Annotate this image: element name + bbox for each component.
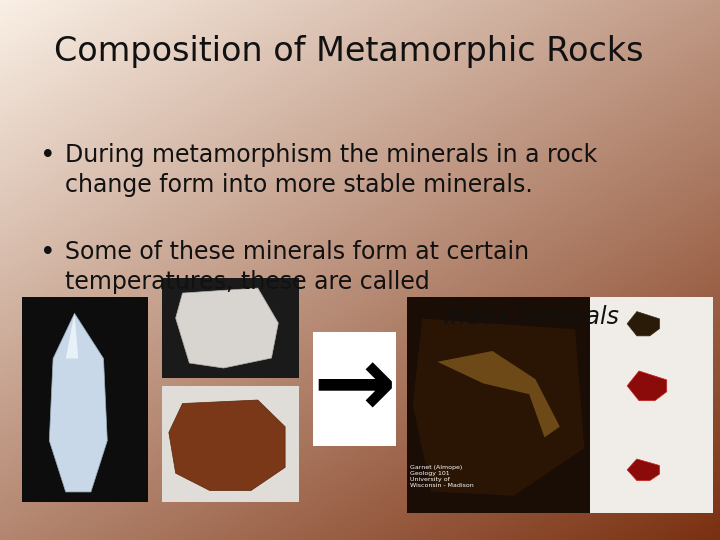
Text: →: → [312, 340, 397, 437]
Text: •: • [40, 143, 55, 169]
Text: Some of these minerals form at certain
temperatures, these are called: Some of these minerals form at certain t… [65, 240, 529, 294]
Polygon shape [50, 313, 107, 492]
Polygon shape [66, 313, 78, 359]
FancyBboxPatch shape [313, 332, 396, 446]
Text: index minerals: index minerals [444, 305, 619, 329]
Text: .: . [570, 305, 577, 329]
Polygon shape [627, 459, 660, 481]
Polygon shape [168, 400, 285, 490]
Polygon shape [438, 351, 560, 437]
FancyBboxPatch shape [22, 297, 148, 502]
Polygon shape [176, 288, 279, 368]
FancyBboxPatch shape [407, 297, 713, 513]
FancyBboxPatch shape [407, 297, 590, 513]
Polygon shape [627, 371, 667, 401]
Text: During metamorphism the minerals in a rock
change form into more stable minerals: During metamorphism the minerals in a ro… [65, 143, 597, 197]
Text: Composition of Metamorphic Rocks: Composition of Metamorphic Rocks [54, 35, 644, 68]
Polygon shape [413, 319, 585, 496]
Text: •: • [40, 240, 55, 266]
FancyBboxPatch shape [162, 278, 299, 378]
Polygon shape [627, 312, 660, 336]
Text: Garnet (Almope)
Geology 101
University of
Wisconsin - Madison: Garnet (Almope) Geology 101 University o… [410, 465, 474, 488]
FancyBboxPatch shape [162, 386, 299, 502]
